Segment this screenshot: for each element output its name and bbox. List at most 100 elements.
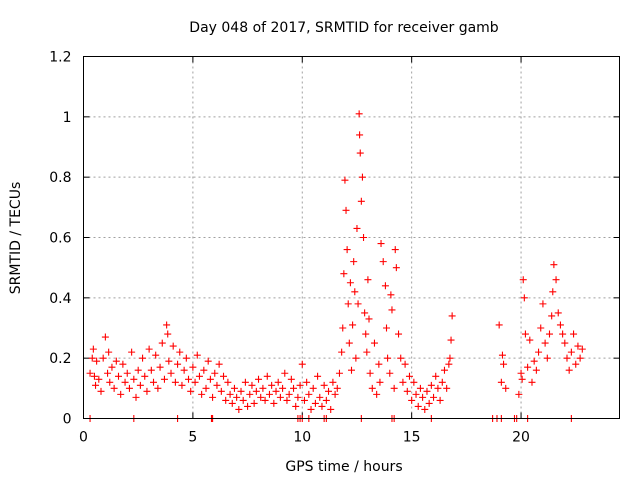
data-point (165, 357, 173, 365)
x-tick-label: 20 (512, 430, 530, 446)
data-point (368, 384, 376, 392)
data-point (348, 366, 355, 374)
data-point (356, 149, 364, 157)
data-point (252, 387, 260, 395)
data-point (182, 354, 190, 362)
data-point (353, 224, 361, 232)
data-point (178, 381, 186, 389)
data-point (88, 354, 96, 362)
chart-title: Day 048 of 2017, SRMTID for receiver gam… (189, 20, 499, 36)
data-point (152, 351, 160, 359)
data-point (559, 330, 567, 338)
data-point (154, 384, 162, 392)
data-point (106, 378, 114, 386)
data-point (497, 378, 505, 386)
data-point (272, 387, 280, 395)
data-point (174, 360, 182, 368)
data-point (89, 345, 97, 353)
data-point (351, 288, 359, 296)
data-point (93, 357, 101, 365)
data-point (115, 372, 123, 380)
data-point (123, 369, 131, 377)
y-tick-label: 1.2 (49, 50, 71, 66)
data-point (156, 363, 164, 371)
data-point (549, 288, 557, 296)
data-point (561, 339, 569, 347)
data-point (298, 360, 306, 368)
data-point (187, 387, 195, 395)
data-point (395, 330, 403, 338)
data-point (403, 387, 411, 395)
data-point (246, 390, 254, 398)
data-point (528, 378, 536, 386)
data-point (202, 384, 210, 392)
data-point (357, 197, 365, 205)
data-point (309, 384, 317, 392)
data-point (95, 375, 103, 383)
data-point (416, 384, 424, 392)
data-point (101, 333, 109, 341)
data-point (379, 258, 387, 266)
data-point (541, 339, 549, 347)
data-point (283, 396, 291, 404)
data-point (576, 354, 584, 362)
data-point (341, 176, 349, 184)
data-point (176, 348, 184, 356)
data-point (287, 375, 295, 383)
data-point (97, 387, 105, 395)
data-point (316, 393, 324, 401)
data-point (430, 393, 438, 401)
data-point (263, 372, 271, 380)
data-point (128, 348, 136, 356)
data-point (141, 372, 149, 380)
data-point (350, 258, 358, 266)
data-point (211, 369, 219, 377)
data-point (300, 396, 308, 404)
data-point (405, 372, 413, 380)
data-point (250, 399, 258, 407)
data-point (164, 330, 172, 338)
x-tick-label: 0 (79, 430, 88, 446)
data-point (364, 276, 372, 284)
data-point (446, 354, 454, 362)
data-point (362, 330, 370, 338)
data-points (86, 110, 586, 422)
data-point (193, 351, 201, 359)
data-point (346, 279, 354, 287)
data-point (158, 339, 166, 347)
y-tick-label: 0 (63, 412, 72, 428)
data-point (241, 378, 249, 386)
data-point (230, 384, 238, 392)
data-point (360, 234, 368, 241)
data-point (276, 393, 284, 401)
data-point (268, 381, 276, 389)
axis-ticks (83, 56, 620, 419)
data-point (565, 366, 573, 374)
data-point (257, 393, 265, 401)
data-point (296, 381, 304, 389)
y-tick-labels: 0 0.2 0.4 0.6 0.8 1 1.2 (49, 50, 71, 428)
data-point (329, 378, 337, 386)
grid-lines (83, 56, 620, 419)
data-point (530, 357, 538, 365)
data-point (443, 384, 451, 392)
data-point (228, 399, 236, 407)
data-point (279, 384, 287, 392)
data-point (349, 321, 357, 329)
data-point (387, 291, 395, 299)
data-point (556, 321, 564, 329)
data-point (333, 384, 341, 392)
data-point (434, 384, 442, 392)
data-point (432, 372, 440, 380)
data-point (92, 381, 100, 389)
data-point (99, 354, 107, 362)
data-point (554, 309, 562, 317)
data-point (356, 131, 364, 139)
data-point (412, 390, 420, 398)
data-point (110, 384, 118, 392)
data-point (261, 396, 269, 404)
x-tick-label: 15 (403, 430, 421, 446)
data-point (520, 294, 528, 302)
data-point (548, 312, 556, 320)
data-point (425, 399, 433, 407)
